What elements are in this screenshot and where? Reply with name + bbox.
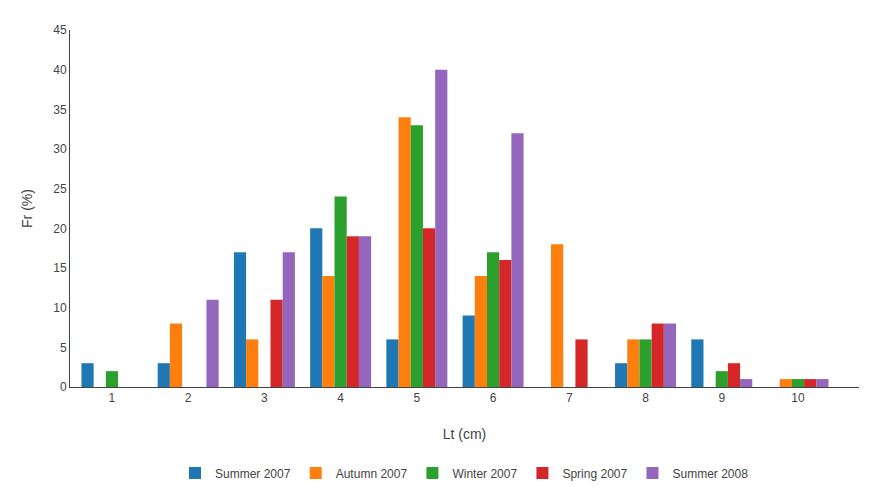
svg-text:Summer 2007: Summer 2007 <box>215 467 291 481</box>
svg-text:6: 6 <box>490 391 497 405</box>
svg-text:0: 0 <box>60 380 67 394</box>
svg-text:3: 3 <box>261 391 268 405</box>
svg-text:Summer 2008: Summer 2008 <box>672 467 748 481</box>
svg-text:Fr (%): Fr (%) <box>19 189 35 228</box>
svg-text:30: 30 <box>53 142 67 156</box>
svg-text:Lt (cm): Lt (cm) <box>443 426 487 442</box>
svg-text:2: 2 <box>185 391 192 405</box>
svg-text:9: 9 <box>718 391 725 405</box>
svg-text:1: 1 <box>109 391 116 405</box>
svg-text:15: 15 <box>53 261 67 275</box>
svg-text:5: 5 <box>414 391 421 405</box>
svg-text:40: 40 <box>53 63 67 77</box>
svg-text:5: 5 <box>60 341 67 355</box>
svg-text:Autumn 2007: Autumn 2007 <box>336 467 408 481</box>
svg-text:Spring 2007: Spring 2007 <box>562 467 627 481</box>
svg-text:10: 10 <box>53 301 67 315</box>
svg-text:25: 25 <box>53 182 67 196</box>
svg-text:45: 45 <box>53 23 67 37</box>
svg-text:7: 7 <box>566 391 573 405</box>
svg-text:35: 35 <box>53 103 67 117</box>
svg-text:10: 10 <box>791 391 805 405</box>
svg-text:8: 8 <box>642 391 649 405</box>
svg-text:Winter 2007: Winter 2007 <box>452 467 517 481</box>
svg-text:4: 4 <box>337 391 344 405</box>
svg-text:20: 20 <box>53 222 67 236</box>
